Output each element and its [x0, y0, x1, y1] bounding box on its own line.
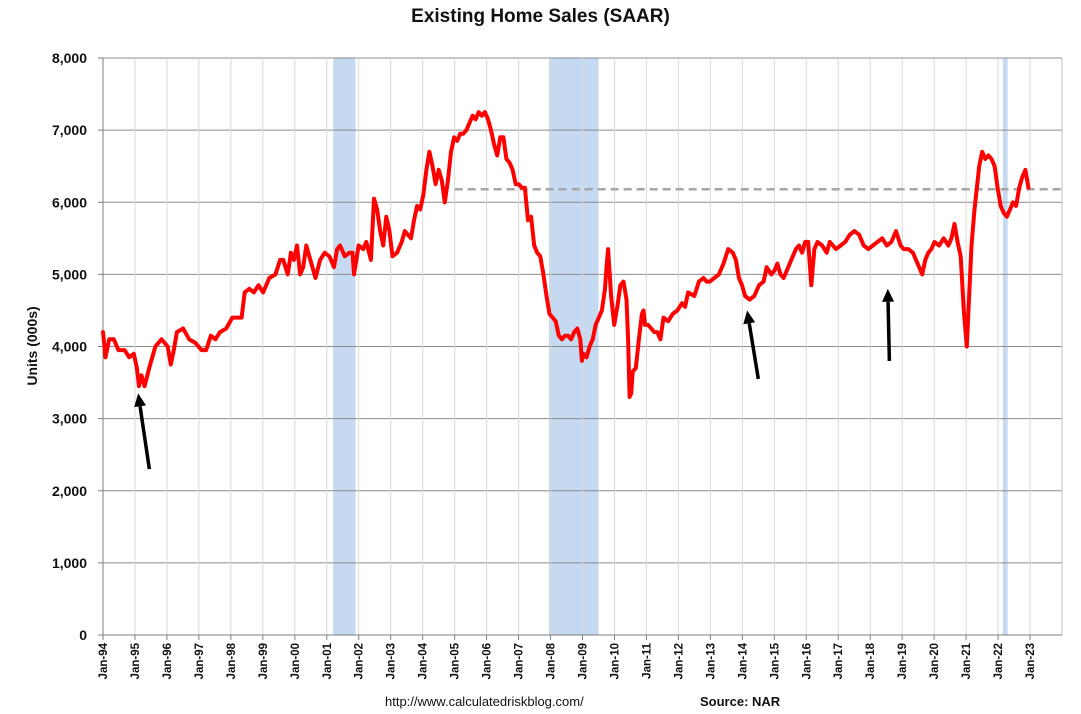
x-tick-label: Jan-05 [450, 642, 462, 679]
y-tick-label: 4,000 [52, 339, 87, 355]
x-tick-label: Jan-95 [130, 642, 142, 679]
x-tick-label: Jan-99 [258, 643, 270, 679]
arrow-shaft [747, 322, 761, 380]
x-tick-label: Jan-15 [769, 642, 781, 679]
y-tick-label: 3,000 [52, 411, 87, 427]
y-tick-label: 7,000 [52, 122, 87, 138]
y-tick-label: 0 [79, 627, 87, 643]
x-tick-label: Jan-10 [609, 643, 621, 679]
arrow-shaft [138, 405, 152, 470]
arrow-shaft [886, 301, 892, 361]
y-tick-label: 6,000 [52, 194, 87, 210]
x-tick-label: Jan-06 [482, 643, 494, 679]
x-tick-label: Jan-11 [641, 642, 653, 678]
x-tick-label: Jan-07 [514, 643, 526, 679]
x-tick-labels: Jan-94 Jan-95 Jan-96 Jan-97 Jan-98 Jan-99 Jan-… [98, 635, 1037, 679]
x-tick-label: Jan-22 [993, 643, 1005, 679]
x-tick-label: Jan-12 [673, 643, 685, 679]
x-tick-label: Jan-94 [98, 642, 110, 679]
source-url: http://www.calculatedriskblog.com/ [385, 694, 584, 709]
annotation-arrow-2 [743, 310, 761, 380]
x-tick-label: Jan-98 [226, 642, 238, 679]
arrow-head [134, 393, 146, 408]
series-line-1 [101, 110, 1031, 399]
x-tick-label: Jan-96 [162, 643, 174, 679]
annotation-arrow-1 [134, 393, 152, 470]
x-tick-label: Jan-20 [929, 643, 941, 679]
chart-title: Existing Home Sales (SAAR) [411, 6, 670, 27]
x-tick-label: Jan-00 [290, 643, 302, 679]
x-tick-label: Jan-23 [1025, 643, 1037, 679]
arrow-head [882, 288, 895, 302]
y-tick-label: 1,000 [52, 555, 87, 571]
x-tick-label: Jan-18 [865, 642, 877, 679]
y-axis-label: Units (000s) [24, 306, 40, 385]
source-label: Source: NAR [700, 694, 781, 709]
x-tick-label: Jan-21 [961, 642, 973, 679]
y-tick-label: 2,000 [52, 483, 87, 499]
annotation-arrow-3 [882, 288, 895, 361]
x-tick-label: Jan-02 [354, 643, 366, 679]
x-tick-label: Jan-04 [418, 642, 430, 679]
x-tick-label: Jan-14 [737, 642, 749, 679]
series-group [101, 110, 1031, 399]
y-tick-label: 8,000 [52, 50, 87, 66]
y-tick-label: 5,000 [52, 266, 87, 282]
annotations [134, 288, 895, 470]
x-tick-label: Jan-03 [386, 643, 398, 679]
y-tick-labels: 0 1,000 2,000 3,000 4,000 5,000 6,000 7,000 8,00… [52, 50, 103, 643]
x-tick-label: Jan-13 [705, 643, 717, 679]
x-tick-label: Jan-19 [897, 643, 909, 679]
x-tick-label: Jan-97 [194, 643, 206, 679]
x-tick-label: Jan-16 [801, 643, 813, 679]
x-tick-label: Jan-08 [546, 642, 558, 679]
x-tick-label: Jan-09 [578, 643, 590, 679]
x-tick-label: Jan-01 [322, 642, 334, 679]
x-tick-label: Jan-17 [833, 643, 845, 679]
arrow-head [743, 310, 756, 325]
